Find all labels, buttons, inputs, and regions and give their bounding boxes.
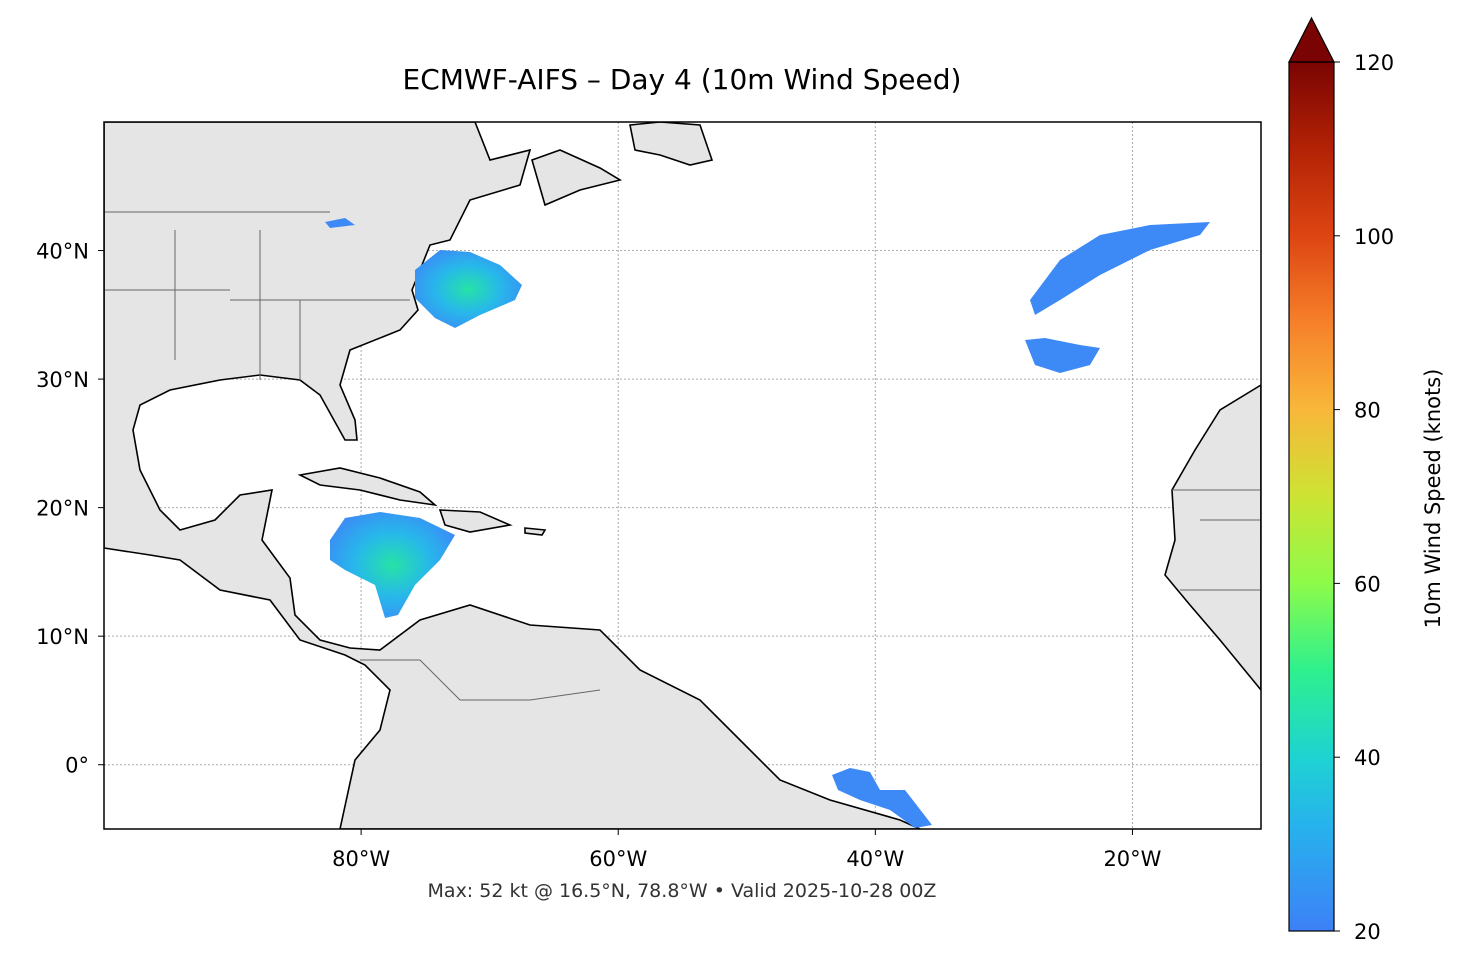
y-tick-label: 20°N: [36, 497, 89, 521]
map-area: [104, 122, 1261, 829]
colorbar-tick-label: 100: [1354, 225, 1394, 249]
colorbar-label: 10m Wind Speed (knots): [1421, 369, 1445, 629]
colorbar-extend: [1288, 16, 1335, 63]
land: [104, 122, 1261, 829]
x-tick-label: 60°W: [589, 847, 647, 871]
colorbar-tick-label: 80: [1354, 399, 1381, 423]
colorbar-tick-label: 40: [1354, 746, 1381, 770]
colorbar-frame: [1288, 61, 1335, 932]
y-tick-label: 30°N: [36, 368, 89, 392]
colorbar: 20 40 60 80 100 120 10m Wind Speed (knots): [1288, 16, 1445, 944]
chart-title: ECMWF-AIFS – Day 4 (10m Wind Speed): [403, 63, 962, 96]
colorbar-tick-label: 60: [1354, 572, 1381, 596]
colorbar-tick-label: 20: [1354, 920, 1381, 944]
colorbar-gradient: [1289, 62, 1334, 931]
x-tick-label: 20°W: [1103, 847, 1161, 871]
y-tick-label: 0°: [65, 754, 89, 778]
colorbar-tick-label: 120: [1354, 51, 1394, 75]
y-tick-label: 10°N: [36, 625, 89, 649]
x-tick-label: 40°W: [846, 847, 904, 871]
y-tick-label: 40°N: [36, 240, 89, 264]
x-tick-label: 80°W: [332, 847, 390, 871]
wind-fields: [325, 218, 1210, 828]
footnote: Max: 52 kt @ 16.5°N, 78.8°W • Valid 2025…: [428, 880, 937, 902]
borders: [104, 211, 1261, 701]
plot-frame: [103, 121, 1262, 830]
